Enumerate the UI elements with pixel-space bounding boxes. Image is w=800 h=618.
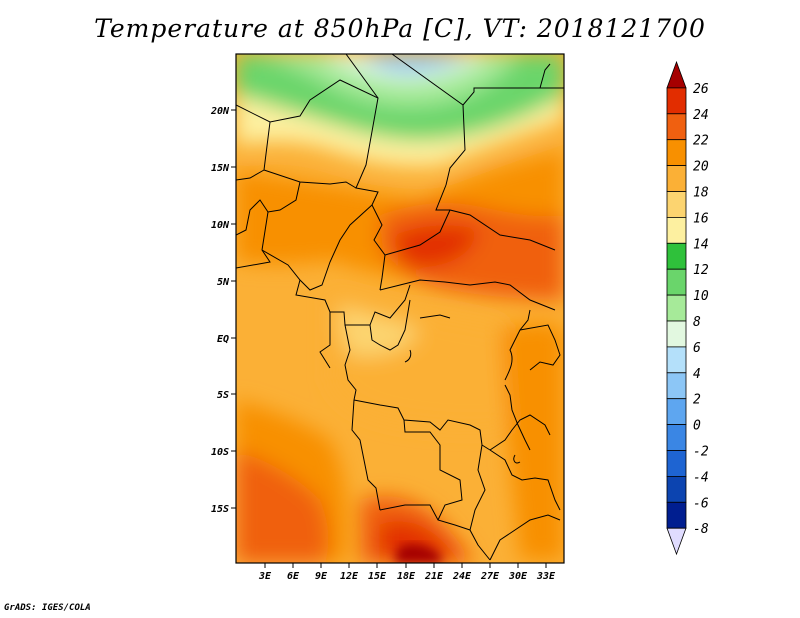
lon-label: 33E (536, 571, 556, 582)
lat-label: 5N (217, 277, 230, 288)
colorbar-swatch (666, 372, 687, 400)
colorbar-swatch (666, 268, 687, 296)
lat-label: 15S (211, 504, 229, 515)
lat-label: 10S (211, 447, 229, 458)
colorbar-swatch (666, 191, 687, 218)
lon-label: 15E (368, 571, 387, 582)
colorbar-label: 26 (693, 82, 709, 97)
colorbar-label: -8 (693, 522, 709, 537)
lon-label: 18E (397, 571, 416, 582)
colorbar-swatch (666, 242, 687, 270)
colorbar-label: 8 (693, 315, 701, 330)
colorbar-label: 12 (693, 263, 709, 278)
colorbar-label: 18 (693, 186, 709, 201)
temperature-field (236, 54, 564, 563)
colorbar-label: 22 (693, 134, 709, 149)
map-title: Temperature at 850hPa [C], VT: 201812170… (94, 14, 706, 43)
colorbar-swatch (666, 450, 687, 477)
map-frame (235, 53, 565, 564)
colorbar-swatch (666, 475, 687, 503)
colorbar-label: 2 (693, 393, 701, 408)
country-borders (236, 54, 564, 561)
lon-ticks (264, 563, 547, 568)
colorbar-label: 14 (693, 237, 709, 252)
lat-label: 10N (211, 220, 230, 231)
colorbar-label: -2 (693, 445, 709, 460)
colorbar-label: 6 (693, 341, 701, 356)
colorbar-swatch (666, 398, 687, 426)
lon-label: 6E (287, 571, 300, 582)
colorbar-label: 10 (693, 289, 709, 304)
colorbar-arrow-top (666, 60, 687, 89)
colorbar-swatch (666, 139, 687, 166)
colorbar-swatch (666, 346, 687, 374)
colorbar-label: 0 (693, 419, 701, 434)
lat-ticks (231, 109, 236, 509)
lat-label: EQ (217, 334, 229, 345)
colorbar-swatch (666, 87, 687, 115)
colorbar-swatch (666, 113, 687, 141)
grads-credit: GrADS: IGES/COLA (4, 603, 91, 613)
colorbar-swatch (666, 320, 687, 348)
lon-label: 12E (340, 571, 359, 582)
lon-label: 27E (480, 571, 500, 582)
lat-label: 15N (211, 163, 230, 174)
colorbar-label: 20 (693, 160, 709, 175)
colorbar-swatch (666, 165, 687, 192)
colorbar-label: -4 (693, 470, 709, 485)
colorbar-arrow-bottom (666, 527, 687, 556)
lon-label: 9E (315, 571, 328, 582)
colorbar-swatch (666, 294, 687, 322)
lon-label: 21E (424, 571, 444, 582)
lat-label: 20N (210, 106, 230, 117)
lon-label: 3E (258, 571, 272, 582)
colorbar-label: -6 (693, 496, 709, 511)
colorbar-label: 24 (693, 108, 709, 123)
colorbar-label: 16 (693, 211, 709, 226)
lon-label: 30E (508, 571, 528, 582)
colorbar-swatch (666, 501, 687, 529)
colorbar-label: 4 (693, 367, 701, 382)
lon-label: 24E (452, 571, 472, 582)
colorbar-swatch (666, 216, 687, 244)
lat-label: 5S (217, 390, 229, 401)
colorbar-swatch (666, 424, 687, 451)
